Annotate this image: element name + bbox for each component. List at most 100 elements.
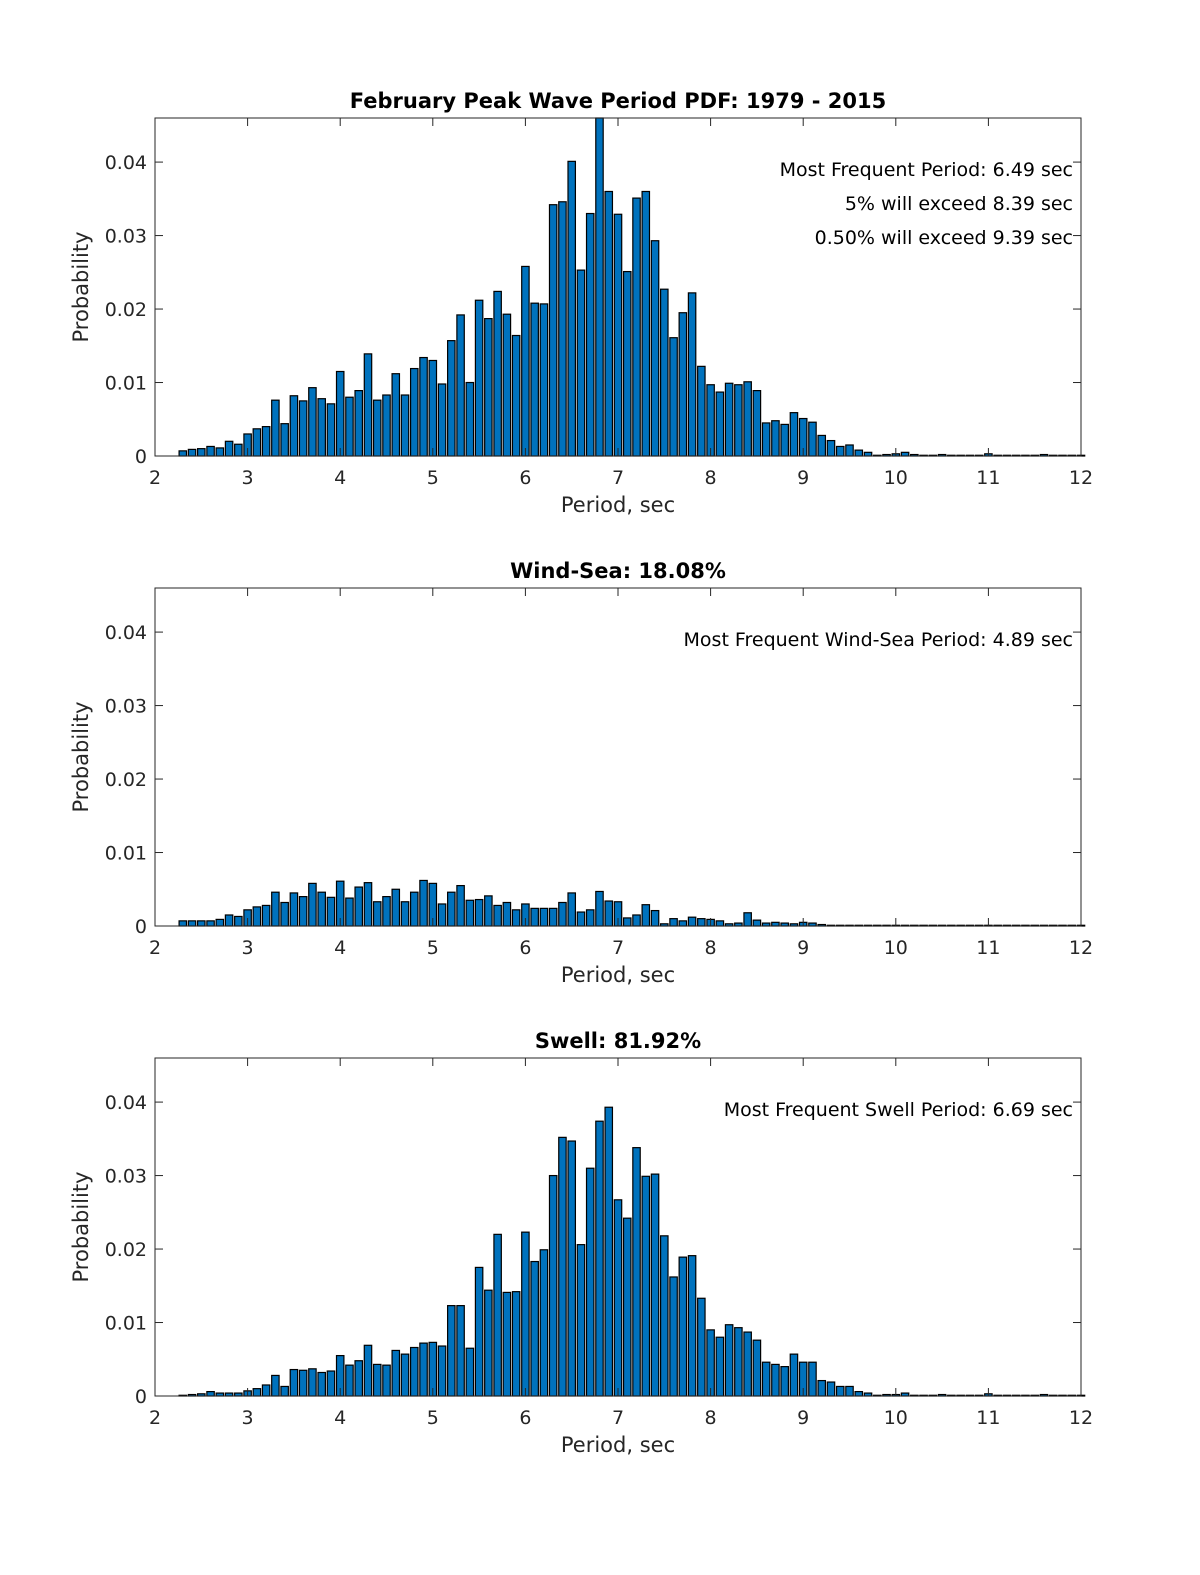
x-tick-label: 4 — [334, 467, 346, 489]
bar — [187, 448, 197, 457]
x-tick-label: 3 — [242, 467, 254, 489]
bar — [298, 896, 308, 927]
bar — [456, 1305, 465, 1397]
bar — [363, 1344, 373, 1397]
x-tick-label: 7 — [612, 1407, 624, 1429]
bar — [641, 1175, 651, 1397]
bar — [604, 1106, 614, 1397]
bar — [752, 1339, 762, 1397]
bar — [354, 1360, 364, 1397]
bar — [900, 451, 910, 457]
bar — [382, 1364, 391, 1397]
bar — [391, 888, 401, 927]
bar — [724, 382, 734, 457]
y-tick-label: 0.02 — [105, 1239, 147, 1261]
bar — [567, 1140, 577, 1397]
bar — [271, 1374, 280, 1397]
bar — [178, 450, 188, 457]
bar — [780, 1366, 789, 1397]
bar — [382, 896, 391, 927]
bar — [622, 270, 632, 457]
bar — [428, 359, 438, 457]
bar — [743, 1331, 752, 1397]
y-axis-label: Probability — [69, 701, 93, 812]
bar — [808, 421, 817, 457]
annotation-most-frequent: Most Frequent Period: 6.49 sec — [780, 159, 1073, 181]
bar — [298, 400, 308, 457]
bar — [363, 353, 373, 457]
bar — [669, 1276, 678, 1397]
bar — [632, 1147, 641, 1397]
y-tick-label: 0.03 — [105, 226, 147, 248]
bar — [437, 903, 447, 927]
bar — [335, 370, 345, 457]
x-tick-label: 6 — [519, 937, 531, 959]
x-tick-label: 12 — [1069, 467, 1093, 489]
bar — [465, 899, 475, 927]
bar — [659, 1235, 669, 1397]
x-axis-label: Period, sec — [561, 493, 675, 517]
bar — [382, 394, 391, 457]
bar — [197, 920, 206, 927]
bar — [752, 390, 762, 457]
bar — [326, 896, 336, 927]
bar — [474, 898, 484, 927]
bar — [511, 909, 521, 927]
bar — [826, 439, 836, 457]
axis-ticks: 2 3 4 5 6 7 8 9 10 11 12 0 0.01 0.02 0.03 0.04 — [105, 588, 1093, 959]
bar — [650, 240, 660, 457]
axes-frame — [154, 1057, 1082, 1397]
bar — [474, 299, 484, 457]
bar — [372, 901, 382, 927]
bar — [493, 904, 502, 927]
bar — [558, 201, 567, 457]
bar — [548, 204, 558, 457]
bar — [187, 920, 197, 927]
bar — [484, 895, 493, 927]
bar — [530, 1260, 539, 1397]
bar — [743, 912, 752, 927]
bar — [576, 269, 586, 457]
x-tick-label: 9 — [797, 467, 809, 489]
y-tick-label: 0.01 — [105, 843, 147, 865]
bar — [409, 1346, 419, 1397]
bar — [817, 1379, 827, 1397]
bar — [761, 1361, 771, 1397]
bar — [224, 440, 234, 457]
x-tick-label: 11 — [976, 467, 1000, 489]
y-tick-label: 0.02 — [105, 769, 147, 791]
bar — [289, 892, 299, 927]
bar — [298, 1369, 308, 1397]
bar — [484, 318, 493, 457]
bar — [650, 1173, 660, 1397]
bar — [845, 1385, 854, 1397]
bar — [521, 1231, 530, 1397]
bar — [678, 1256, 688, 1397]
bar — [215, 447, 225, 457]
annotation-0.5pct-exceed: 0.50% will exceed 9.39 sec — [815, 227, 1073, 249]
bar — [752, 919, 762, 927]
bar — [502, 901, 512, 927]
y-tick-label: 0.01 — [105, 373, 147, 395]
x-tick-label: 3 — [242, 937, 254, 959]
bar — [345, 897, 354, 927]
annotation-most-frequent-wind-sea: Most Frequent Wind-Sea Period: 4.89 sec — [684, 629, 1073, 651]
x-tick-label: 9 — [797, 937, 809, 959]
bar — [252, 1388, 262, 1397]
bar — [502, 1291, 512, 1397]
bar — [669, 337, 678, 457]
bar — [761, 422, 771, 457]
bar — [595, 1120, 604, 1397]
x-tick-label: 2 — [149, 937, 161, 959]
bar — [419, 356, 428, 457]
x-tick-label: 8 — [705, 467, 717, 489]
y-tick-label: 0.02 — [105, 299, 147, 321]
bar — [715, 1336, 725, 1397]
bar — [539, 1249, 549, 1397]
chart-title: Swell: 81.92% — [535, 1029, 701, 1053]
axis-ticks: 2 3 4 5 6 7 8 9 10 11 12 0 0.01 0.02 0.03 0.04 — [105, 1058, 1093, 1429]
bar — [771, 921, 780, 927]
bar — [234, 915, 243, 927]
bar — [789, 1353, 799, 1397]
bar — [808, 1361, 817, 1397]
